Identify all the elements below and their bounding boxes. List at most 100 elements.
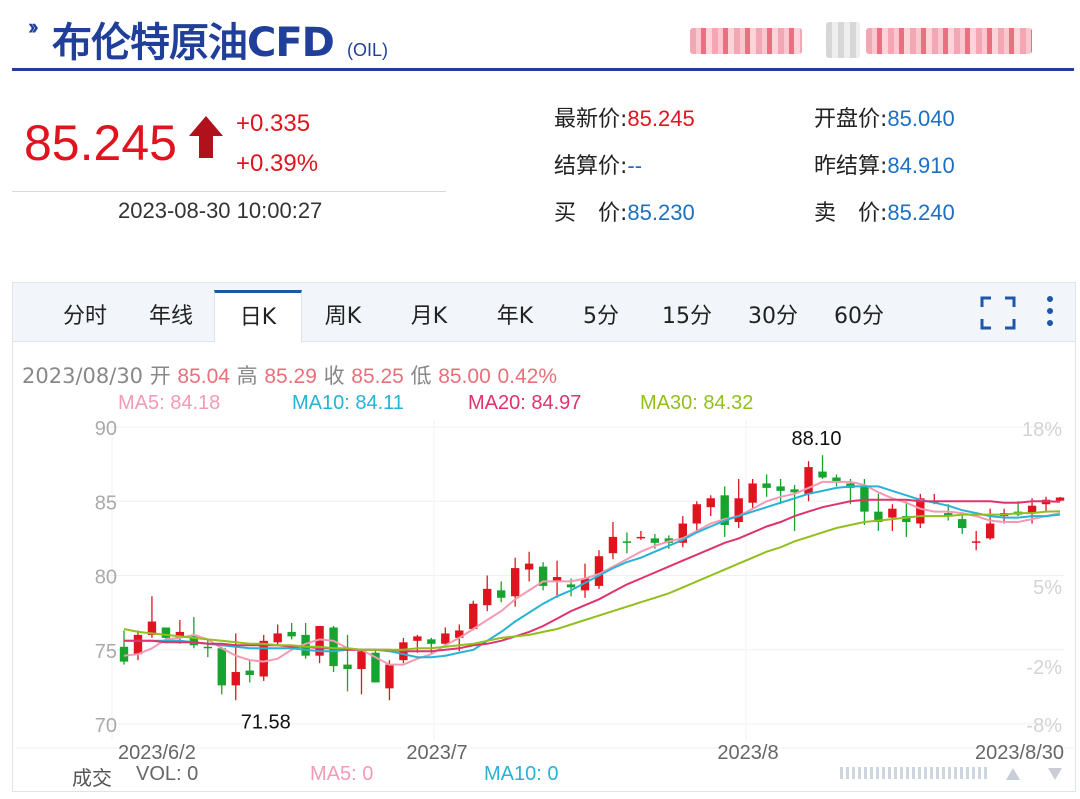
tab-9[interactable]: 60分 (834, 304, 884, 329)
quote-field-value: 85.240 (887, 200, 955, 225)
candle-body (636, 536, 646, 539)
ma10-legend: MA10: 84.11 (292, 392, 404, 414)
open-value: 85.04 (177, 365, 230, 388)
x-tick-label: 2023/8/30 (975, 742, 1064, 764)
x-tick-label: 2023/7 (406, 742, 467, 764)
candle-body (748, 483, 757, 503)
tab-4[interactable]: 月K (410, 304, 448, 329)
quote-field-label: 最新价: (554, 107, 628, 132)
candle-body (650, 538, 660, 543)
tab-1[interactable]: 年线 (148, 304, 193, 329)
quote-field-label: 结算价: (554, 154, 628, 179)
scroll-down-icon (1048, 768, 1062, 780)
tab-6[interactable]: 5分 (583, 304, 619, 329)
ma20-legend: MA20: 84.97 (468, 392, 582, 414)
candle-body (217, 648, 226, 686)
tab-0[interactable]: 分时 (62, 304, 107, 329)
candle-body (888, 508, 897, 518)
candle-body (538, 566, 548, 586)
candle-body (706, 498, 715, 508)
candle-body (245, 670, 254, 675)
tab-5[interactable]: 年K (496, 304, 534, 329)
pct-tick-label: -2% (1026, 657, 1062, 679)
candle-body (343, 664, 352, 670)
up-arrow-icon (189, 116, 223, 158)
blurred-link-2[interactable] (866, 28, 1032, 54)
candle-body (566, 584, 576, 588)
pct-tick-label: 5% (1033, 577, 1062, 599)
candle-body (497, 590, 506, 598)
ma30-line (123, 510, 1061, 651)
candle-body (622, 541, 632, 543)
ohlc-info-bar: 2023/08/30 开 85.04 高 85.29 收 85.25 低 85.… (22, 360, 557, 390)
close-value: 85.25 (351, 365, 404, 388)
x-tick-label: 2023/8 (717, 742, 778, 764)
candle-body (357, 651, 366, 670)
last-price: 85.245 (24, 115, 177, 171)
quote-field-4: 买 价:85.230 (554, 195, 695, 227)
price-change-pct: +0.39% (236, 150, 319, 177)
candle-body (175, 631, 185, 638)
candle-body (874, 511, 883, 523)
quote-timestamp: 2023-08-30 10:00:27 (118, 198, 323, 223)
candle-body (916, 498, 925, 524)
tab-2[interactable]: 日K (214, 290, 302, 342)
candle-body (594, 556, 604, 586)
candle-body (776, 486, 785, 491)
fullscreen-icon[interactable] (980, 296, 1016, 330)
quote-field-2: 结算价:-- (554, 148, 642, 180)
candle-body (301, 634, 310, 656)
candle-body (469, 603, 478, 629)
blurred-link-1[interactable] (690, 28, 802, 54)
quote-field-label: 买 价: (554, 201, 628, 226)
close-label: 收 (323, 364, 345, 388)
quote-field-3: 昨结算:84.910 (814, 148, 955, 180)
chart-panel (12, 282, 1076, 792)
quote-divider (12, 191, 446, 192)
candle-body (119, 646, 129, 662)
candle-body (287, 631, 296, 637)
scroll-arrows[interactable] (1004, 766, 1064, 782)
y-tick-label: 80 (95, 567, 117, 589)
tab-7[interactable]: 15分 (662, 304, 712, 329)
candle-body (678, 523, 687, 543)
ohlc-date: 2023/08/30 (22, 364, 144, 388)
candle-body (455, 630, 464, 638)
blurred-avatar[interactable] (826, 22, 860, 58)
low-value: 85.00 (438, 365, 491, 388)
candle-body (958, 519, 967, 528)
candle-body (720, 495, 729, 526)
scroll-up-icon (1006, 768, 1020, 780)
candle-body (552, 576, 562, 582)
candle-body (483, 588, 492, 606)
candle-body (692, 504, 701, 524)
candle-body (385, 664, 394, 689)
ma5-legend: MA5: 84.18 (118, 392, 221, 414)
tab-8[interactable]: 30分 (748, 304, 798, 329)
candle-body (1027, 505, 1037, 514)
candle-body (329, 627, 338, 667)
more-vertical-icon[interactable] (1040, 294, 1060, 330)
candle-body (315, 625, 324, 656)
quote-field-label: 卖 价: (814, 201, 888, 226)
candle-body (902, 516, 911, 523)
candle-body (510, 568, 520, 597)
candle-body (790, 489, 799, 493)
candle-body (944, 513, 953, 517)
open-label: 开 (149, 364, 171, 388)
low-annotation: 71.58 (241, 712, 291, 734)
candle-body (804, 467, 813, 494)
price-change: +0.335 (236, 110, 311, 137)
ma5-line (123, 480, 1061, 666)
scroll-dots[interactable] (840, 767, 990, 779)
tab-3[interactable]: 周K (324, 304, 362, 329)
candle-body (427, 639, 436, 644)
candle-body (147, 621, 157, 635)
y-tick-label: 70 (95, 715, 117, 737)
candle-body (133, 634, 143, 655)
period-tabbar (13, 283, 1075, 342)
quote-field-value: 84.910 (887, 153, 955, 178)
candle-body (161, 627, 171, 638)
candle-body (1055, 497, 1065, 501)
